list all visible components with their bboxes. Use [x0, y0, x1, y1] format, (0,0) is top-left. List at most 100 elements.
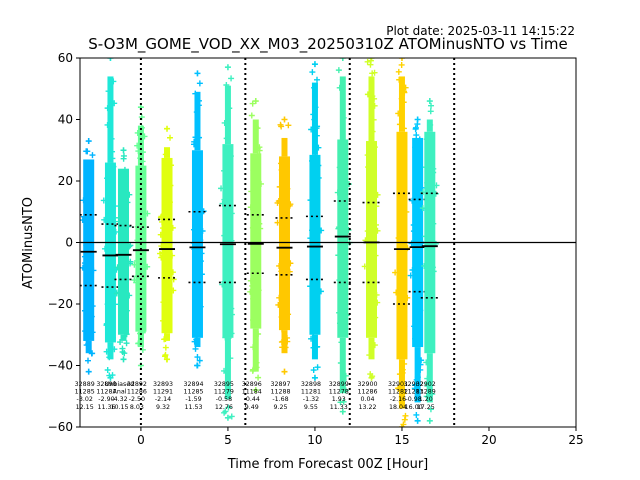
data-point	[400, 390, 407, 397]
data-point	[404, 245, 411, 252]
data-point	[311, 61, 318, 68]
data-point	[410, 221, 417, 228]
data-point	[106, 354, 113, 361]
data-point	[119, 348, 126, 355]
data-point	[410, 228, 417, 235]
group-stats-label: 32898 11281 -1.32 9.55	[301, 381, 321, 411]
data-point	[122, 206, 129, 213]
data-point	[127, 242, 134, 249]
data-point	[428, 272, 435, 279]
data-point	[252, 307, 259, 314]
data-point	[398, 424, 405, 427]
group-stats-line: -0.98	[405, 396, 421, 403]
data-point	[340, 376, 347, 383]
data-point	[166, 199, 173, 206]
data-point	[225, 335, 232, 342]
data-point	[119, 231, 126, 238]
data-point	[335, 225, 342, 232]
data-column	[161, 157, 173, 334]
data-point	[274, 199, 281, 206]
group-stats-line: -0.58	[216, 396, 232, 403]
data-tail-bottom	[164, 333, 171, 341]
data-point	[126, 292, 133, 299]
data-point	[139, 158, 146, 165]
data-point	[221, 232, 228, 239]
data-point	[250, 167, 257, 174]
data-point	[255, 330, 262, 337]
data-point	[133, 279, 140, 286]
data-point	[372, 314, 379, 321]
data-tail-top	[281, 137, 288, 157]
data-point	[110, 78, 117, 85]
data-point	[80, 197, 87, 204]
data-point	[144, 263, 151, 270]
group-stats-line: -3.02	[77, 396, 93, 403]
data-point	[164, 168, 171, 175]
data-point	[224, 382, 231, 389]
data-point	[252, 98, 259, 105]
group-stats-line: -4.32	[111, 396, 127, 403]
data-point	[193, 150, 200, 157]
group-stats-line: 11.53	[184, 404, 202, 411]
data-column	[222, 144, 234, 338]
data-point	[361, 263, 368, 270]
data-point	[247, 277, 254, 284]
data-point	[398, 61, 405, 68]
data-point	[393, 289, 400, 296]
data-point	[166, 160, 173, 167]
group-stats-line: 32895	[214, 381, 234, 388]
data-point	[160, 299, 167, 306]
group-stats-line: 32894	[183, 381, 203, 388]
data-point	[164, 356, 171, 363]
data-point	[254, 188, 261, 195]
data-point	[161, 244, 168, 251]
data-point	[341, 168, 348, 175]
data-point	[249, 224, 256, 231]
data-point	[430, 169, 437, 176]
data-point	[109, 155, 116, 162]
data-point	[412, 163, 419, 170]
data-point	[418, 357, 425, 364]
group-stats-line: 11286	[357, 389, 377, 396]
data-column	[250, 153, 262, 329]
data-point	[414, 417, 421, 424]
data-point	[276, 294, 283, 301]
data-point	[110, 163, 117, 170]
data-point	[429, 264, 436, 271]
data-point	[433, 182, 440, 189]
data-point	[426, 170, 433, 177]
data-point	[430, 268, 437, 275]
data-point	[365, 164, 372, 171]
group-stats-line: 17.25	[417, 404, 435, 411]
data-point	[134, 129, 141, 136]
data-point	[223, 369, 230, 376]
data-point	[144, 210, 151, 217]
data-point	[278, 268, 285, 275]
data-point	[115, 214, 122, 221]
data-point	[307, 235, 314, 242]
series-group	[218, 64, 237, 421]
data-point	[192, 90, 199, 97]
data-point	[369, 294, 376, 301]
data-point	[139, 303, 146, 310]
data-point	[257, 225, 264, 232]
data-point	[166, 221, 173, 228]
data-tail-bottom	[85, 340, 92, 354]
data-point	[280, 176, 287, 183]
data-point	[317, 288, 324, 295]
group-stats-label: 32900 11286 0.04 13.22	[357, 381, 377, 411]
group-stats-line: 16.00	[405, 404, 423, 411]
series-group	[157, 125, 177, 363]
data-point	[162, 151, 169, 158]
data-point	[196, 80, 203, 87]
data-point	[370, 116, 377, 123]
data-point	[278, 313, 285, 320]
data-point	[103, 322, 110, 329]
data-point	[194, 332, 201, 339]
data-point	[157, 250, 164, 257]
group-stats-label: 32901 11282 -2.16 18.04	[388, 381, 408, 411]
data-point	[313, 132, 320, 139]
data-point	[428, 163, 435, 170]
data-column	[309, 154, 321, 335]
